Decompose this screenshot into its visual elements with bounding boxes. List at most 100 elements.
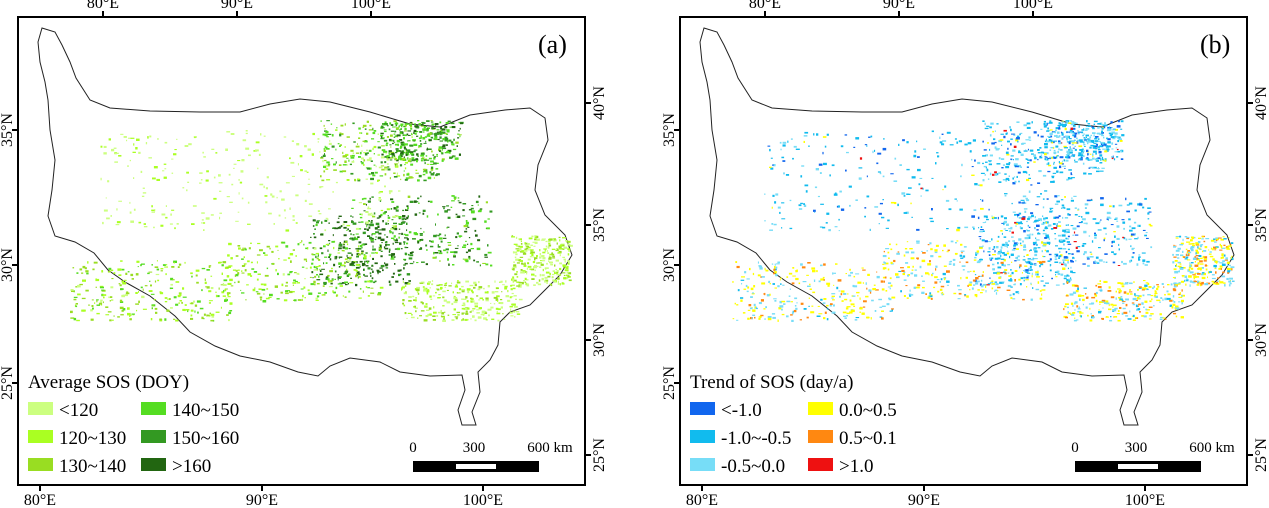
pixel [1091, 126, 1094, 128]
pixel [802, 281, 807, 283]
pixel [295, 222, 298, 224]
pixel [218, 287, 220, 290]
pixel [1108, 308, 1112, 311]
pixel [1071, 130, 1074, 133]
pixel [883, 138, 885, 140]
pixel [1173, 256, 1177, 258]
pixel [1068, 156, 1071, 159]
pixel [1058, 127, 1061, 130]
pixel [487, 251, 492, 254]
pixel [1069, 151, 1073, 154]
pixel [533, 284, 536, 286]
left-tick-label: 25°N [661, 366, 678, 400]
pixel [782, 160, 786, 162]
pixel [520, 269, 523, 271]
pixel [1115, 290, 1117, 293]
pixel [1182, 238, 1184, 242]
pixel [476, 309, 480, 311]
pixel [499, 281, 502, 283]
pixel [371, 138, 375, 140]
pixel [404, 262, 408, 265]
pixel [435, 168, 439, 170]
pixel [430, 120, 433, 122]
pixel [233, 167, 235, 169]
pixel [1187, 270, 1191, 272]
pixel [350, 262, 354, 265]
pixel [326, 165, 330, 167]
panel-label: (a) [538, 30, 567, 59]
pixel [1082, 133, 1085, 135]
pixel [1117, 288, 1121, 290]
pixel [1099, 133, 1104, 136]
pixel [363, 273, 365, 276]
pixel [1125, 315, 1129, 317]
pixel [978, 236, 982, 238]
pixel [998, 148, 1000, 150]
pixel [247, 260, 250, 263]
pixel [175, 281, 180, 283]
pixel [843, 315, 846, 317]
pixel [1025, 271, 1029, 273]
pixel [1137, 295, 1141, 297]
pixel [407, 215, 409, 218]
pixel [380, 137, 385, 140]
pixel [1175, 284, 1178, 286]
pixel [1034, 220, 1037, 222]
pixel [1095, 142, 1098, 145]
pixel [234, 281, 236, 284]
pixel [1209, 255, 1214, 258]
pixel [1064, 167, 1066, 169]
pixel [1052, 223, 1056, 225]
pixel [363, 210, 366, 212]
pixel [1022, 298, 1025, 301]
pixel [559, 239, 561, 242]
pixel [1090, 199, 1093, 201]
pixel [100, 286, 104, 289]
pixel [462, 318, 464, 321]
pixel [1131, 247, 1135, 249]
pixel [781, 300, 786, 303]
pixel [379, 191, 383, 193]
pixel [1042, 174, 1047, 177]
pixel [316, 221, 319, 224]
pixel [1209, 251, 1212, 253]
pixel [1149, 315, 1152, 317]
pixel [866, 287, 868, 290]
scale-label: 0 [409, 440, 417, 456]
pixel [127, 307, 130, 310]
pixel [1062, 125, 1066, 128]
pixel [348, 290, 351, 293]
pixel [221, 291, 225, 294]
pixel [397, 269, 401, 272]
pixel [403, 134, 407, 137]
pixel [840, 145, 844, 148]
pixel [400, 221, 405, 224]
pixel [119, 284, 122, 287]
pixel [1116, 150, 1121, 153]
pixel [374, 238, 377, 241]
pixel [788, 295, 791, 297]
pixel [329, 242, 331, 245]
pixel [1085, 127, 1090, 130]
pixel [1188, 243, 1191, 245]
pixel [164, 141, 168, 144]
pixel [485, 299, 489, 302]
pixel [994, 289, 998, 292]
pixel [363, 254, 366, 256]
pixel [1101, 130, 1103, 133]
pixel [1097, 286, 1102, 289]
pixel [879, 202, 883, 205]
pixel [418, 123, 422, 126]
pixel [834, 226, 838, 228]
pixel [1023, 208, 1028, 210]
pixel [441, 128, 446, 131]
pixel [790, 301, 793, 303]
pixel [910, 272, 914, 275]
legend-label: -1.0~-0.5 [721, 428, 791, 449]
pixel [753, 303, 756, 307]
pixel [412, 295, 415, 298]
pixel [770, 157, 773, 159]
pixel [403, 156, 405, 158]
pixel [255, 149, 259, 152]
pixel [1113, 254, 1117, 256]
